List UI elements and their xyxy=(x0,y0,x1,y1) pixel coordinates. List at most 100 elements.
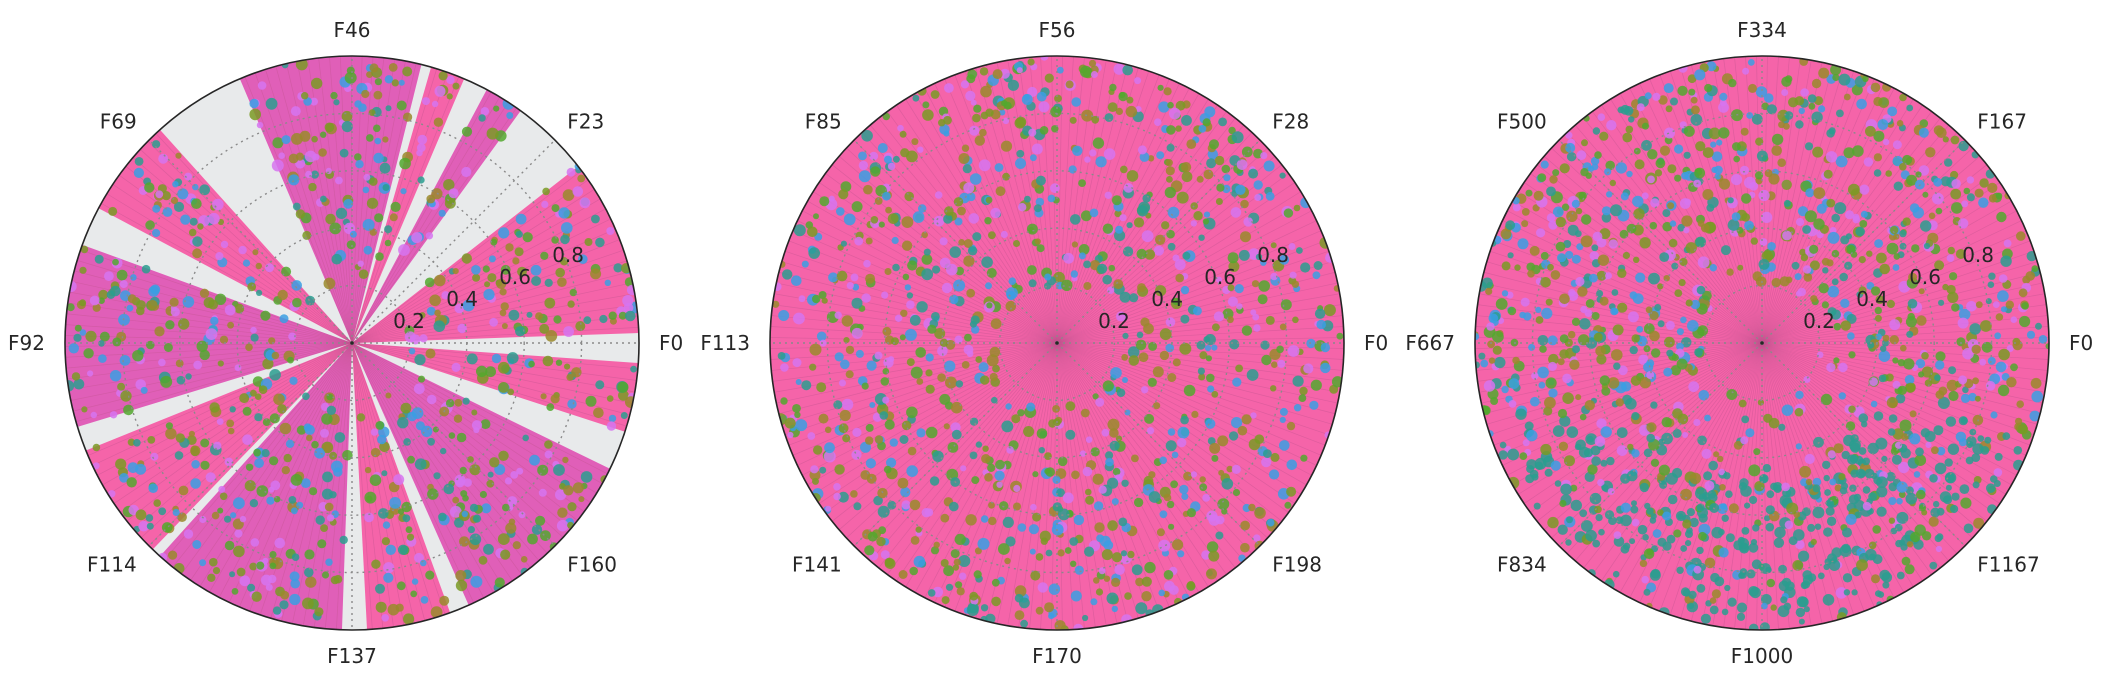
data-point xyxy=(135,509,147,521)
data-point xyxy=(1886,299,1895,309)
data-point xyxy=(1246,369,1259,381)
data-point xyxy=(1921,352,1929,360)
data-point xyxy=(1802,265,1812,274)
angular-tick-label: F667 xyxy=(1405,331,1455,355)
data-point xyxy=(1122,332,1129,339)
data-point xyxy=(1557,358,1565,366)
data-point xyxy=(483,288,495,301)
data-point xyxy=(1657,283,1664,290)
data-point xyxy=(1823,527,1833,537)
data-point xyxy=(1818,105,1826,113)
data-point xyxy=(1798,596,1809,608)
data-point xyxy=(1652,529,1662,538)
data-point xyxy=(1694,348,1703,357)
data-point xyxy=(496,278,507,289)
data-point xyxy=(254,393,262,401)
data-point xyxy=(1215,276,1222,283)
data-point xyxy=(1179,484,1189,495)
data-point xyxy=(1728,78,1737,88)
data-point xyxy=(1868,541,1877,550)
data-mark xyxy=(1761,164,1988,344)
data-point xyxy=(1890,226,1899,235)
data-point xyxy=(381,537,390,546)
data-point xyxy=(795,419,808,432)
data-point xyxy=(1578,446,1590,458)
data-point xyxy=(1181,162,1192,173)
data-point xyxy=(545,330,558,342)
data-point xyxy=(250,333,259,342)
data-point xyxy=(974,135,985,146)
angular-tick-label: F198 xyxy=(1272,552,1322,576)
data-point xyxy=(522,434,529,442)
data-point xyxy=(314,447,325,459)
data-point xyxy=(1001,420,1014,433)
data-mark xyxy=(1056,342,1236,569)
data-mark xyxy=(1610,342,1763,588)
data-point xyxy=(1944,158,1953,167)
data-point xyxy=(1109,83,1117,92)
data-point xyxy=(314,607,324,617)
data-point xyxy=(1070,214,1081,225)
data-point xyxy=(834,352,844,362)
data-point xyxy=(1595,345,1606,357)
data-point xyxy=(780,397,788,405)
data-mark xyxy=(1056,342,1302,495)
data-mark xyxy=(905,98,1058,344)
data-point xyxy=(317,539,327,549)
data-point xyxy=(618,311,627,320)
data-point xyxy=(1310,379,1322,391)
data-point xyxy=(1916,489,1926,500)
data-point xyxy=(245,343,253,352)
data-point xyxy=(1196,340,1206,350)
data-point xyxy=(1180,285,1190,295)
data-point xyxy=(1204,345,1212,352)
data-mark xyxy=(1761,304,2047,344)
data-point xyxy=(1807,523,1816,532)
data-point xyxy=(1179,342,1192,355)
data-point xyxy=(1088,59,1097,67)
data-point xyxy=(991,596,1001,607)
data-mark xyxy=(771,342,1058,371)
data-point xyxy=(1137,283,1146,292)
data-point xyxy=(1784,520,1794,530)
data-point xyxy=(1765,505,1775,515)
data-point xyxy=(1537,335,1549,346)
data-point xyxy=(838,491,849,503)
polar-frame xyxy=(769,55,1345,631)
data-point xyxy=(1141,386,1149,394)
data-point xyxy=(1545,377,1557,389)
data-mark xyxy=(1056,342,1336,415)
data-point xyxy=(1279,172,1286,179)
data-point xyxy=(1800,253,1809,262)
data-point xyxy=(1608,239,1619,249)
data-mark xyxy=(1007,60,1058,344)
data-point xyxy=(1945,484,1952,491)
data-point xyxy=(1557,408,1568,419)
data-point xyxy=(945,583,954,591)
data-point xyxy=(1277,359,1286,368)
data-point xyxy=(569,288,577,297)
data-point xyxy=(1198,124,1207,133)
data-point xyxy=(1166,229,1175,239)
data-point xyxy=(527,533,538,545)
data-point xyxy=(1721,514,1729,522)
data-point xyxy=(1083,282,1092,290)
data-point xyxy=(1522,439,1530,447)
data-point xyxy=(1749,587,1761,599)
data-point xyxy=(399,157,411,170)
data-point xyxy=(1763,93,1774,103)
data-point xyxy=(1902,154,1913,165)
data-point xyxy=(1742,67,1750,75)
data-point xyxy=(1761,594,1772,605)
data-point xyxy=(840,359,850,370)
data-point xyxy=(433,472,441,480)
data-point xyxy=(1093,501,1104,511)
data-point xyxy=(253,448,261,457)
data-mark xyxy=(1056,342,1063,630)
data-point xyxy=(1514,264,1521,271)
data-point xyxy=(479,490,487,499)
data-point xyxy=(333,99,340,106)
data-point xyxy=(1576,243,1584,251)
data-point xyxy=(1838,473,1846,481)
data-point xyxy=(1606,120,1617,131)
